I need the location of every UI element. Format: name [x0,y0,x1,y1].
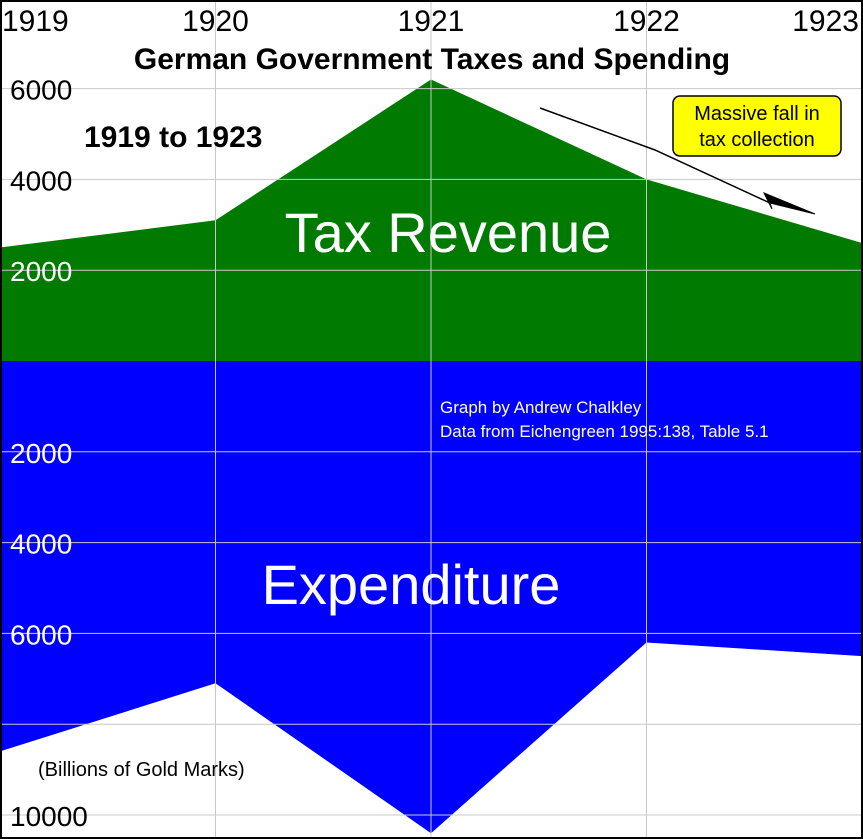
y-tick-label-expenditure: 6000 [10,619,72,650]
y-tick-label-tax: 2000 [10,256,72,287]
expenditure-axis-ticks: 2000 4000 6000 10000 [10,438,88,832]
series-label-expenditure: Expenditure [262,553,561,616]
callout-line-1: Massive fall in [694,103,820,125]
y-tick-label-expenditure: 2000 [10,438,72,469]
y-tick-label-expenditure: 4000 [10,529,72,560]
y-tick-label-tax: 4000 [10,165,72,196]
y-tick-label-tax: 6000 [10,75,72,106]
x-tick-label: 1920 [182,5,249,38]
x-tick-label: 1921 [398,5,465,38]
tax-axis-ticks: 2000 4000 6000 [10,75,72,288]
chart-subtitle: 1919 to 1923 [84,121,262,154]
x-tick-label: 1922 [613,5,680,38]
series-label-tax-revenue: Tax Revenue [285,201,612,264]
x-tick-label: 1923 [792,5,859,38]
y-tick-label-expenditure: 10000 [10,801,88,832]
callout-arrow-head [762,192,816,215]
credit-line-author: Graph by Andrew Chalkley [440,398,642,417]
x-tick-label: 1919 [2,5,69,38]
chart-title: German Government Taxes and Spending [134,43,730,76]
callout-box [672,95,842,157]
units-label: (Billions of Gold Marks) [38,759,245,781]
callout-arrow-line [539,107,771,204]
credit-line-source: Data from Eichengreen 1995:138, Table 5.… [440,422,769,441]
callout: Massive fall in tax collection [539,95,842,215]
year-axis-ticks: 1919 1920 1921 1922 1923 [2,5,859,38]
callout-line-2: tax collection [699,129,815,151]
